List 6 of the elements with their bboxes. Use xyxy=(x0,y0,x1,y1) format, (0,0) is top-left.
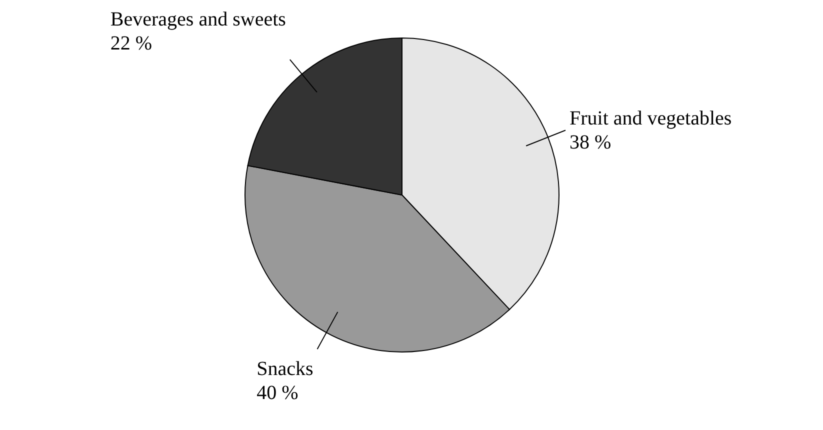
slice-label: Fruit and vegetables xyxy=(569,107,732,130)
data-label: 40 % xyxy=(256,382,298,404)
data-label: 38 % xyxy=(569,131,612,154)
data-label: 22 % xyxy=(110,32,152,55)
slice-label: Beverages and sweets xyxy=(110,8,286,31)
slice-label: Snacks xyxy=(256,358,314,380)
